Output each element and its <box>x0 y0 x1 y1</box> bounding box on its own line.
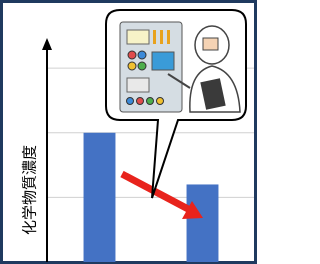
bar <box>187 184 219 262</box>
bar <box>84 133 116 262</box>
y-axis-label: 化学物質濃度 <box>21 145 39 235</box>
chart: 化学物質濃度 <box>0 0 257 264</box>
